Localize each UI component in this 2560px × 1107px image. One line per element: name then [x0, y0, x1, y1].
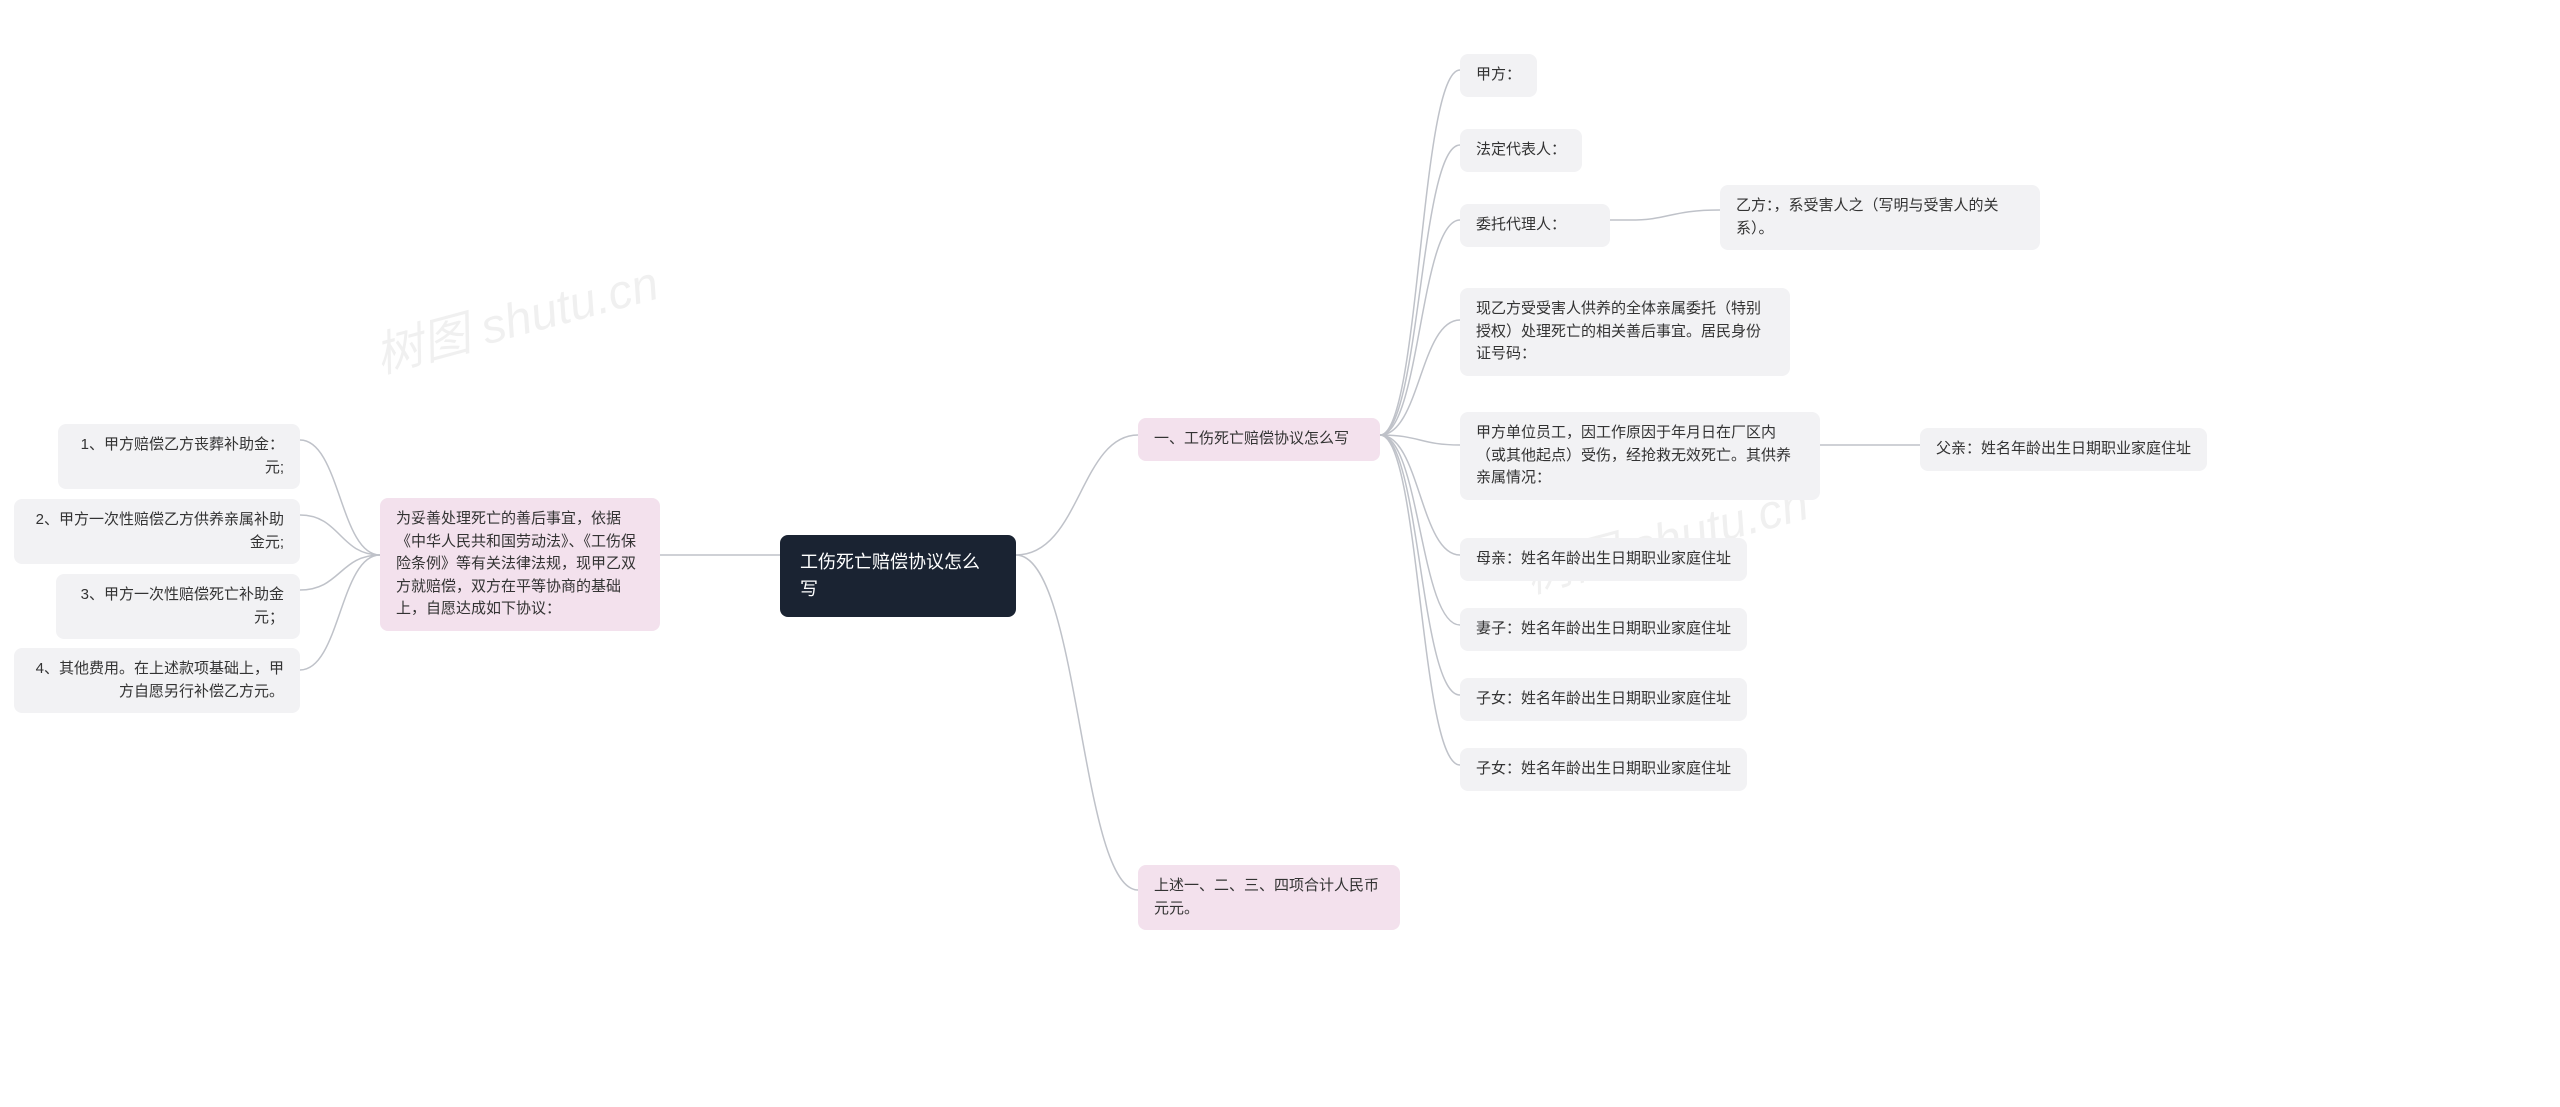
leaf-label: 甲方单位员工，因工作原因于年月日在厂区内（或其他起点）受伤，经抢救无效死亡。其供…: [1476, 422, 1804, 490]
leaf-label: 子女：姓名年龄出生日期职业家庭住址: [1476, 758, 1731, 781]
branch-section-1: 一、工伤死亡赔偿协议怎么写: [1138, 418, 1380, 461]
leaf-item-2: 2、甲方一次性赔偿乙方供养亲属补助金元;: [14, 499, 300, 564]
leaf-label: 现乙方受受害人供养的全体亲属委托（特别授权）处理死亡的相关善后事宜。居民身份证号…: [1476, 298, 1774, 366]
leaf-label: 3、甲方一次性赔偿死亡补助金元；: [72, 584, 284, 629]
leaf-label: 乙方：，系受害人之（写明与受害人的关系）。: [1736, 195, 2024, 240]
leaf-party-b: 乙方：，系受害人之（写明与受害人的关系）。: [1720, 185, 2040, 250]
branch-label: 一、工伤死亡赔偿协议怎么写: [1154, 428, 1349, 451]
leaf-label: 母亲：姓名年龄出生日期职业家庭住址: [1476, 548, 1731, 571]
leaf-label: 1、甲方赔偿乙方丧葬补助金：元;: [74, 434, 284, 479]
leaf-label: 法定代表人：: [1476, 139, 1566, 162]
leaf-child-2: 子女：姓名年龄出生日期职业家庭住址: [1460, 748, 1747, 791]
leaf-label: 委托代理人：: [1476, 214, 1566, 237]
leaf-label: 子女：姓名年龄出生日期职业家庭住址: [1476, 688, 1731, 711]
branch-label: 上述一、二、三、四项合计人民币元元。: [1154, 875, 1384, 920]
leaf-label: 妻子：姓名年龄出生日期职业家庭住址: [1476, 618, 1731, 641]
leaf-label: 父亲：姓名年龄出生日期职业家庭住址: [1936, 438, 2191, 461]
branch-label: 为妥善处理死亡的善后事宜，依据《中华人民共和国劳动法》、《工伤保险条例》等有关法…: [396, 508, 644, 621]
leaf-label: 2、甲方一次性赔偿乙方供养亲属补助金元;: [30, 509, 284, 554]
leaf-child-1: 子女：姓名年龄出生日期职业家庭住址: [1460, 678, 1747, 721]
leaf-mother: 母亲：姓名年龄出生日期职业家庭住址: [1460, 538, 1747, 581]
leaf-delegation: 现乙方受受害人供养的全体亲属委托（特别授权）处理死亡的相关善后事宜。居民身份证号…: [1460, 288, 1790, 376]
leaf-wife: 妻子：姓名年龄出生日期职业家庭住址: [1460, 608, 1747, 651]
root-label: 工伤死亡赔偿协议怎么写: [800, 549, 996, 603]
leaf-father: 父亲：姓名年龄出生日期职业家庭住址: [1920, 428, 2207, 471]
leaf-item-3: 3、甲方一次性赔偿死亡补助金元；: [56, 574, 300, 639]
branch-agreement-preamble: 为妥善处理死亡的善后事宜，依据《中华人民共和国劳动法》、《工伤保险条例》等有关法…: [380, 498, 660, 631]
leaf-label: 甲方：: [1476, 64, 1521, 87]
branch-summary: 上述一、二、三、四项合计人民币元元。: [1138, 865, 1400, 930]
leaf-incident: 甲方单位员工，因工作原因于年月日在厂区内（或其他起点）受伤，经抢救无效死亡。其供…: [1460, 412, 1820, 500]
leaf-party-a: 甲方：: [1460, 54, 1537, 97]
mindmap-root: 工伤死亡赔偿协议怎么写: [780, 535, 1016, 617]
leaf-item-1: 1、甲方赔偿乙方丧葬补助金：元;: [58, 424, 300, 489]
leaf-legal-rep: 法定代表人：: [1460, 129, 1582, 172]
leaf-item-4: 4、其他费用。在上述款项基础上，甲方自愿另行补偿乙方元。: [14, 648, 300, 713]
leaf-agent: 委托代理人：: [1460, 204, 1610, 247]
leaf-label: 4、其他费用。在上述款项基础上，甲方自愿另行补偿乙方元。: [30, 658, 284, 703]
watermark: 树图 shutu.cn: [366, 244, 665, 387]
